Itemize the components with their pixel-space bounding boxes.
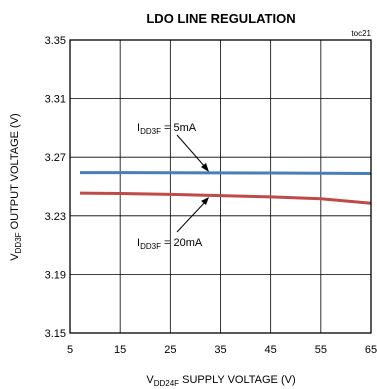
figure-id: toc21 bbox=[351, 29, 371, 38]
arrow-20ma bbox=[176, 197, 209, 233]
y-axis-label: VDD3F OUTPUT VOLTAGE (V) bbox=[9, 113, 23, 260]
y-tick-label: 3.23 bbox=[45, 211, 66, 223]
series-layer bbox=[79, 171, 372, 205]
tick-labels: 5 15 25 35 45 55 65 3.15 3.19 3.23 3.27 3.31 3.35 bbox=[45, 35, 377, 356]
x-tick-label: 25 bbox=[164, 344, 176, 356]
series-label-20ma: IDD3F = 20mA bbox=[137, 237, 203, 251]
arrow-5ma bbox=[176, 134, 209, 172]
plot-frame bbox=[69, 39, 372, 334]
series-line-5ma bbox=[80, 171, 372, 175]
y-tick-label: 3.31 bbox=[45, 94, 66, 106]
x-tick-label: 5 bbox=[67, 344, 73, 356]
y-tick-label: 3.19 bbox=[45, 269, 66, 281]
series-line-20ma bbox=[79, 191, 372, 205]
x-tick-label: 35 bbox=[214, 344, 226, 356]
x-axis-label: VDD24F SUPPLY VOLTAGE (V) bbox=[146, 374, 295, 388]
y-tick-label: 3.15 bbox=[45, 328, 66, 340]
x-tick-label: 45 bbox=[265, 344, 277, 356]
x-tick-label: 55 bbox=[315, 344, 327, 356]
grid-lines bbox=[70, 40, 371, 333]
y-tick-label: 3.27 bbox=[45, 152, 66, 164]
chart-title: LDO LINE REGULATION bbox=[146, 11, 295, 26]
x-tick-label: 65 bbox=[365, 344, 377, 356]
x-tick-label: 15 bbox=[114, 344, 126, 356]
y-tick-label: 3.35 bbox=[45, 35, 66, 47]
series-label-5ma: IDD3F = 5mA bbox=[137, 122, 197, 136]
